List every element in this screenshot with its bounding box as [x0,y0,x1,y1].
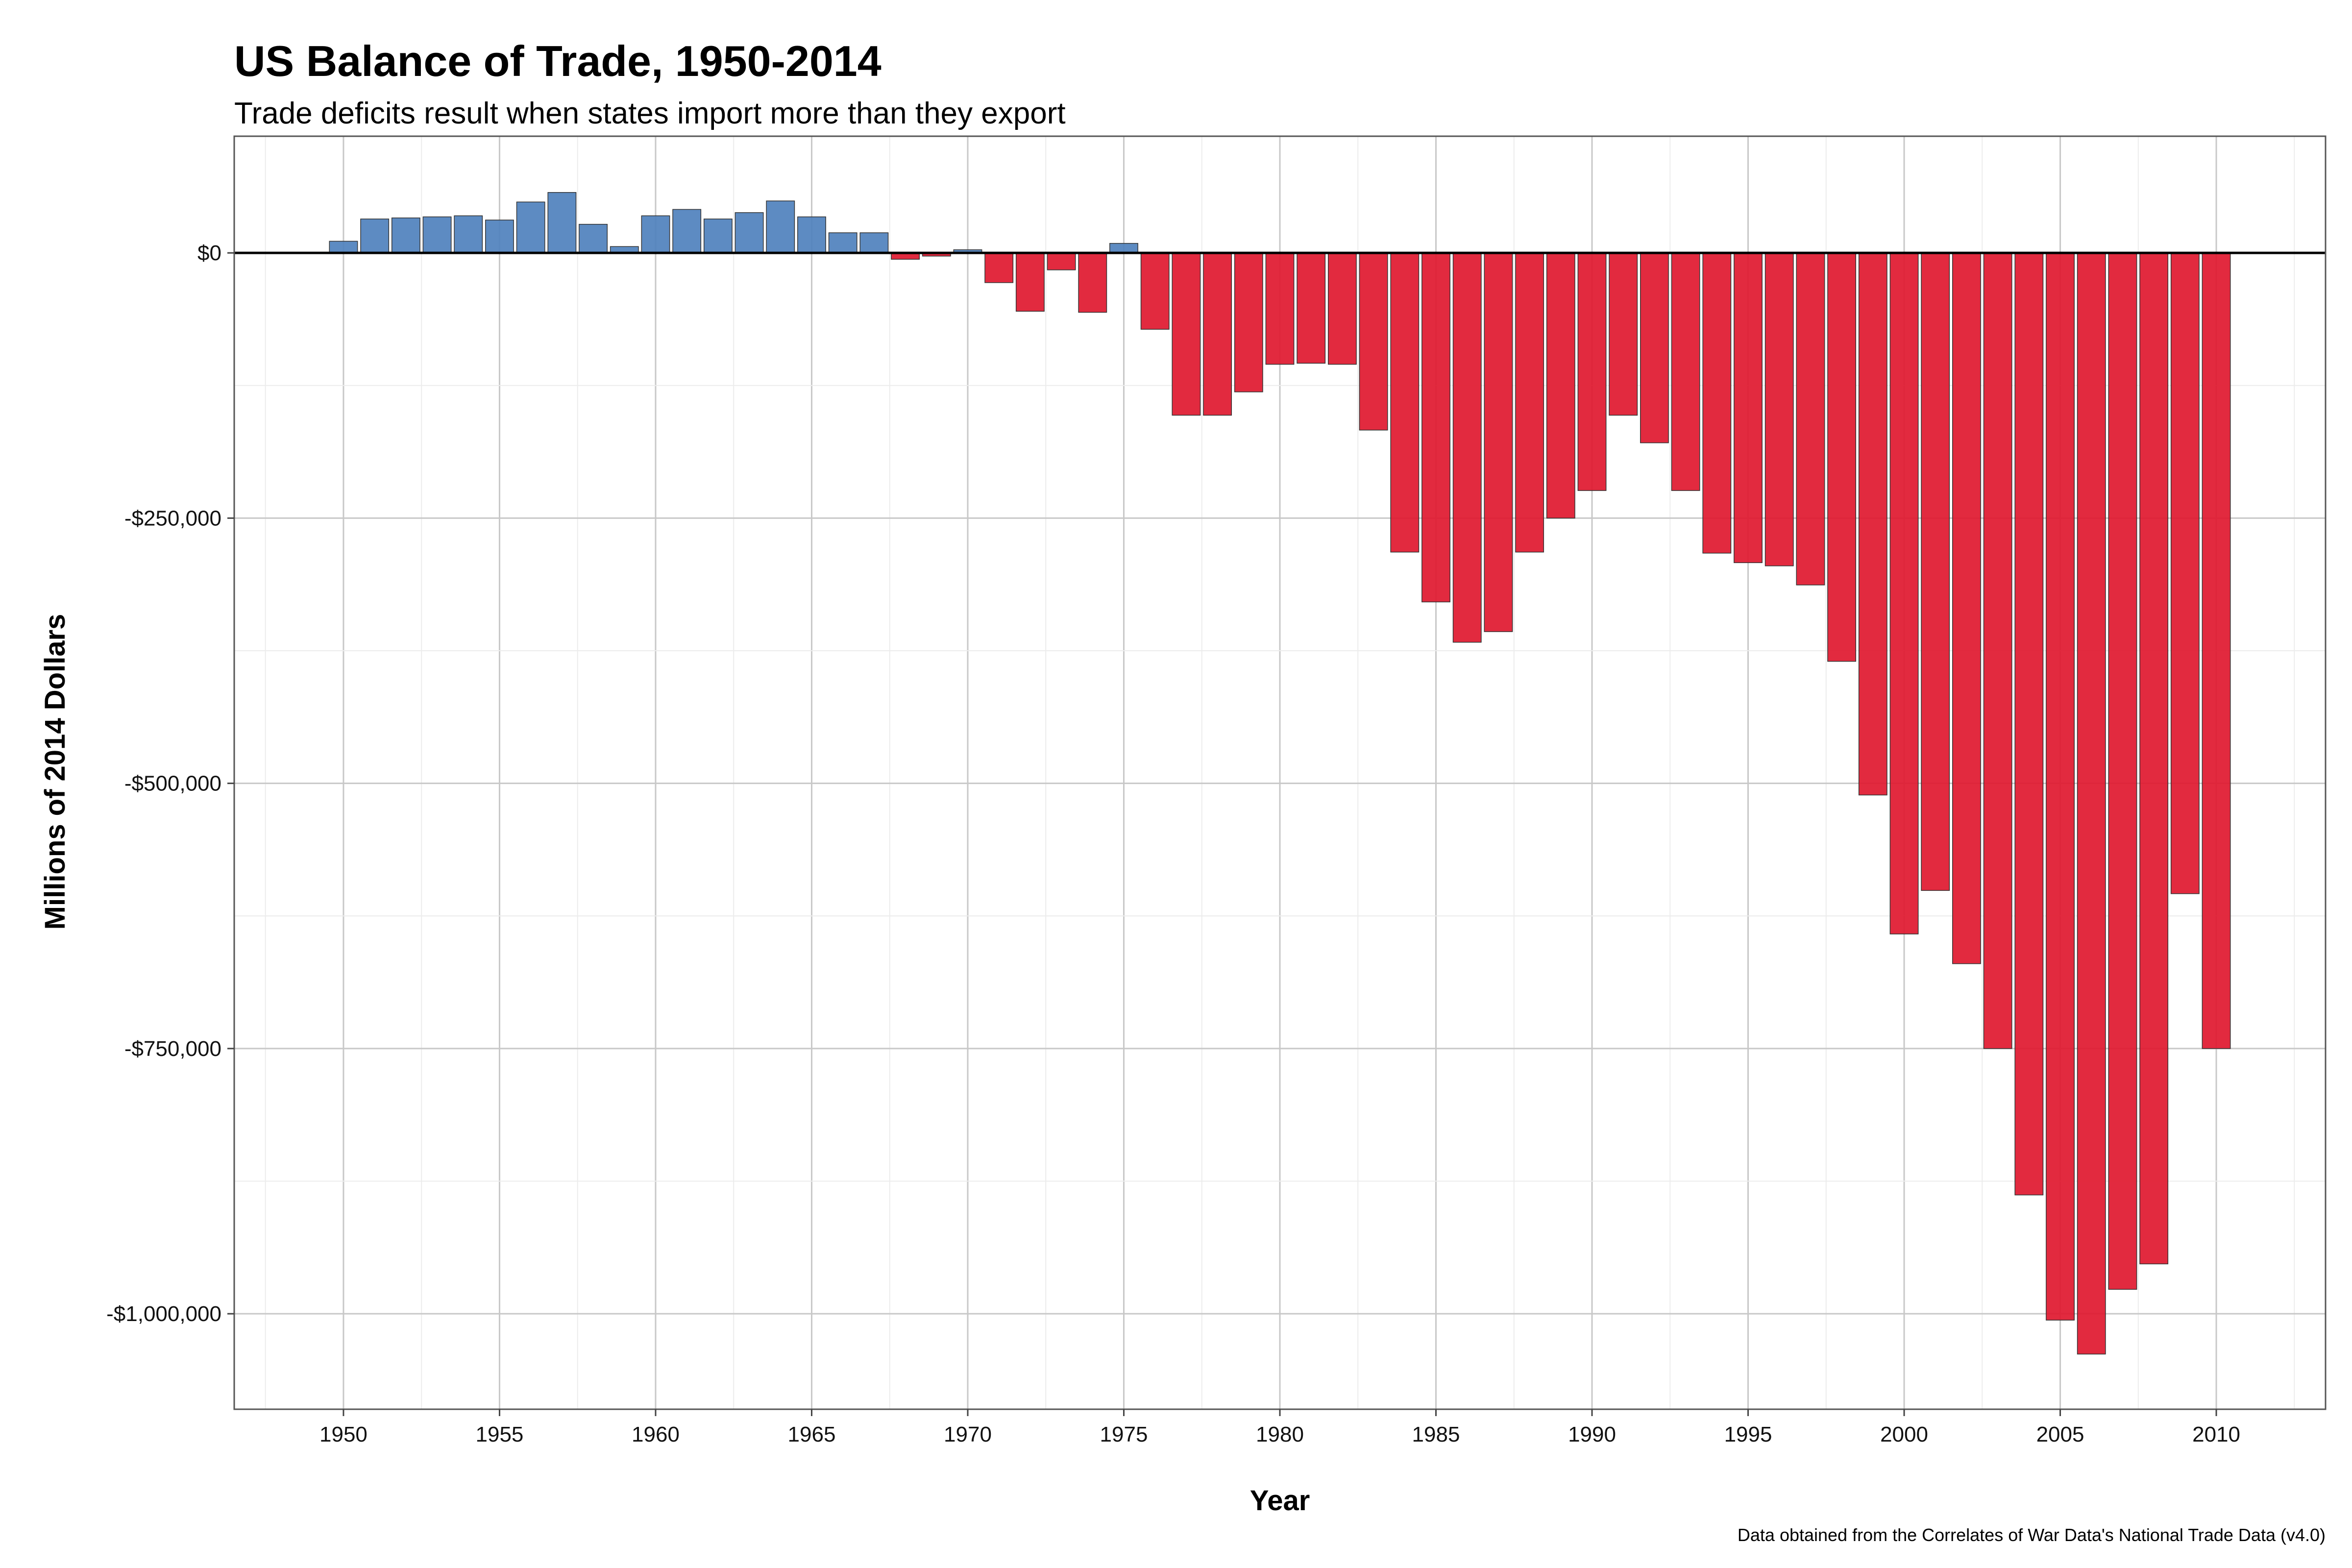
bar-1972 [1015,252,1045,312]
bar-1958 [579,223,608,253]
bar-1961 [672,209,702,253]
bar-1987 [1484,252,1513,632]
bar-1977 [1172,252,1201,416]
bar-1980 [1265,252,1295,365]
x-tick-label: 2005 [2036,1422,2084,1446]
bar-1982 [1327,252,1357,365]
y-tick-label: -$500,000 [124,772,221,796]
bar-1999 [1858,252,1887,796]
y-tick-label: -$250,000 [124,506,221,530]
x-tick-label: 1970 [944,1422,992,1446]
bar-1957 [547,192,577,253]
bar-1960 [641,215,670,253]
bar-2010 [2202,252,2231,1049]
bar-1952 [391,217,420,253]
bar-1963 [735,212,764,253]
bar-1994 [1702,252,1732,554]
y-tick-label: -$750,000 [124,1037,221,1061]
bar-2007 [2108,252,2137,1290]
x-axis-title: Year [1250,1485,1310,1517]
bar-1955 [485,220,514,253]
x-tick-label: 1990 [1568,1422,1616,1446]
bar-1954 [454,215,483,253]
y-tick-label: -$1,000,000 [106,1302,221,1326]
bar-1992 [1640,252,1669,443]
bar-2008 [2139,252,2169,1265]
bar-1976 [1140,252,1170,330]
bar-1979 [1234,252,1263,392]
bar-1993 [1671,252,1700,491]
bar-1989 [1546,252,1575,519]
x-tick-label: 1960 [632,1422,680,1446]
x-tick-label: 2000 [1880,1422,1928,1446]
bar-2005 [2046,252,2075,1321]
bar-1990 [1577,252,1607,491]
y-axis-ticks: $0 -$250,000 -$500,000 -$750,000 -$1,000,000 [106,241,234,1326]
x-tick-label: 1955 [476,1422,524,1446]
x-axis-ticks: 1950 1955 1960 1965 1970 1975 1980 1985 1990 1995… [319,1409,2240,1446]
bar-1978 [1203,252,1232,416]
bar-1956 [516,201,545,253]
bar-1985 [1421,252,1450,603]
x-tick-label: 1950 [319,1422,368,1446]
bar-2001 [1921,252,1950,891]
bar-1986 [1452,252,1482,643]
bar-2002 [1952,252,1981,964]
y-tick-label: $0 [197,241,221,265]
bar-1991 [1609,252,1638,416]
x-tick-label: 1965 [788,1422,836,1446]
bar-2004 [2014,252,2044,1196]
bar-1950 [329,241,358,253]
bar-1974 [1078,252,1107,313]
bar-1953 [422,216,452,253]
bar-1975 [1109,243,1138,253]
x-tick-label: 1995 [1724,1422,1772,1446]
bar-1988 [1515,252,1544,553]
bar-1951 [360,219,390,253]
bar-2009 [2170,252,2200,894]
chart-subtitle: Trade deficits result when states import… [234,97,1066,130]
bar-1967 [859,232,889,253]
y-axis-title: Millions of 2014 Dollars [39,614,71,930]
bar-1966 [828,232,858,253]
bar-1996 [1764,252,1794,566]
chart-caption: Data obtained from the Correlates of War… [1738,1525,2326,1545]
chart-title: US Balance of Trade, 1950-2014 [234,37,882,85]
bar-1998 [1827,252,1857,662]
bar-1962 [703,219,733,253]
bar-1971 [984,252,1014,283]
bar-1965 [797,216,826,253]
bar-1984 [1390,252,1420,553]
bar-2006 [2077,252,2106,1355]
bar-2000 [1889,252,1919,934]
bar-1995 [1734,252,1763,564]
bars [329,192,2231,1355]
bar-1973 [1047,252,1076,270]
bar-2003 [1983,252,2012,1049]
bar-1964 [766,200,795,253]
x-tick-label: 1980 [1256,1422,1304,1446]
x-tick-label: 1985 [1412,1422,1460,1446]
bar-1983 [1359,252,1388,431]
bar-1997 [1796,252,1825,586]
bar-1981 [1297,252,1326,364]
x-tick-label: 1975 [1100,1422,1148,1446]
x-tick-label: 2010 [2192,1422,2240,1446]
